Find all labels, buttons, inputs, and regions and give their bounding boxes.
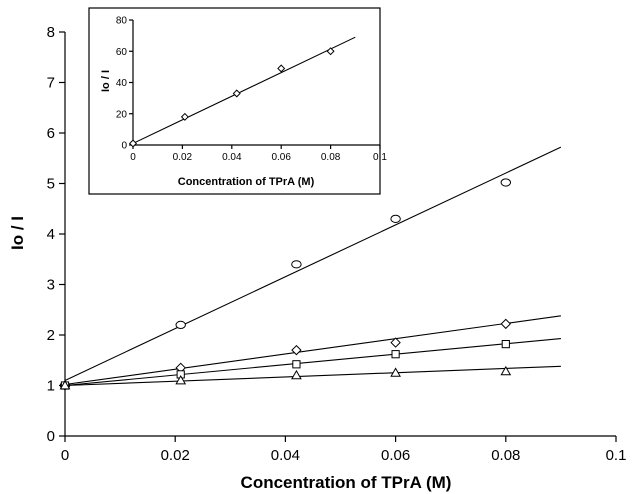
- inset-x-tick-label: 0: [130, 152, 136, 163]
- main-x-tick-label: 0.02: [161, 447, 190, 464]
- main-y-tick-label: 8: [47, 24, 55, 41]
- inset-x-tick-label: 0.02: [173, 152, 193, 163]
- inset-y-tick-label: 80: [116, 16, 128, 27]
- main-y-tick-label: 3: [47, 277, 55, 294]
- inset-y-tick-label: 40: [116, 78, 128, 89]
- inset-x-tick-label: 0.06: [271, 152, 291, 163]
- inset-chart: 0 0.02 0.04 0.06 0.08 0.1 0 20 40 60 80 Concentrat…: [89, 8, 387, 194]
- main-point-circle: [501, 179, 510, 186]
- main-x-tick-label: 0: [61, 447, 69, 464]
- main-point-square: [293, 361, 300, 368]
- main-x-tick-label: 0.06: [381, 447, 410, 464]
- main-x-axis-title: Concentration of TPrA (M): [241, 473, 452, 492]
- inset-y-tick-label: 20: [116, 109, 128, 120]
- main-point-circle: [292, 261, 301, 268]
- inset-y-tick-label: 60: [116, 47, 128, 58]
- inset-x-tick-label: 0.1: [373, 152, 387, 163]
- main-y-tick-label: 4: [47, 226, 55, 243]
- inset-y-tick-label: 0: [121, 141, 127, 152]
- inset-y-axis-title: Io / I: [100, 70, 112, 92]
- main-x-tick-label: 0.1: [606, 447, 627, 464]
- main-point-circle: [176, 321, 185, 328]
- main-y-tick-label: 5: [47, 176, 55, 193]
- main-y-axis-title: Io / I: [8, 216, 27, 250]
- main-x-tick-label: 0.04: [271, 447, 300, 464]
- main-y-tick-label: 0: [47, 428, 55, 445]
- main-y-tick-label: 6: [47, 125, 55, 142]
- main-point-square: [502, 340, 509, 347]
- main-y-tick-label: 7: [47, 75, 55, 92]
- inset-x-tick-label: 0.08: [321, 152, 341, 163]
- main-y-tick-label: 2: [47, 327, 55, 344]
- main-x-tick-label: 0.08: [491, 447, 520, 464]
- main-point-square: [392, 351, 399, 358]
- main-point-circle: [391, 215, 400, 222]
- inset-x-axis-title: Concentration of TPrA (M): [178, 176, 315, 188]
- main-y-tick-label: 1: [47, 378, 55, 395]
- inset-x-tick-label: 0.04: [222, 152, 242, 163]
